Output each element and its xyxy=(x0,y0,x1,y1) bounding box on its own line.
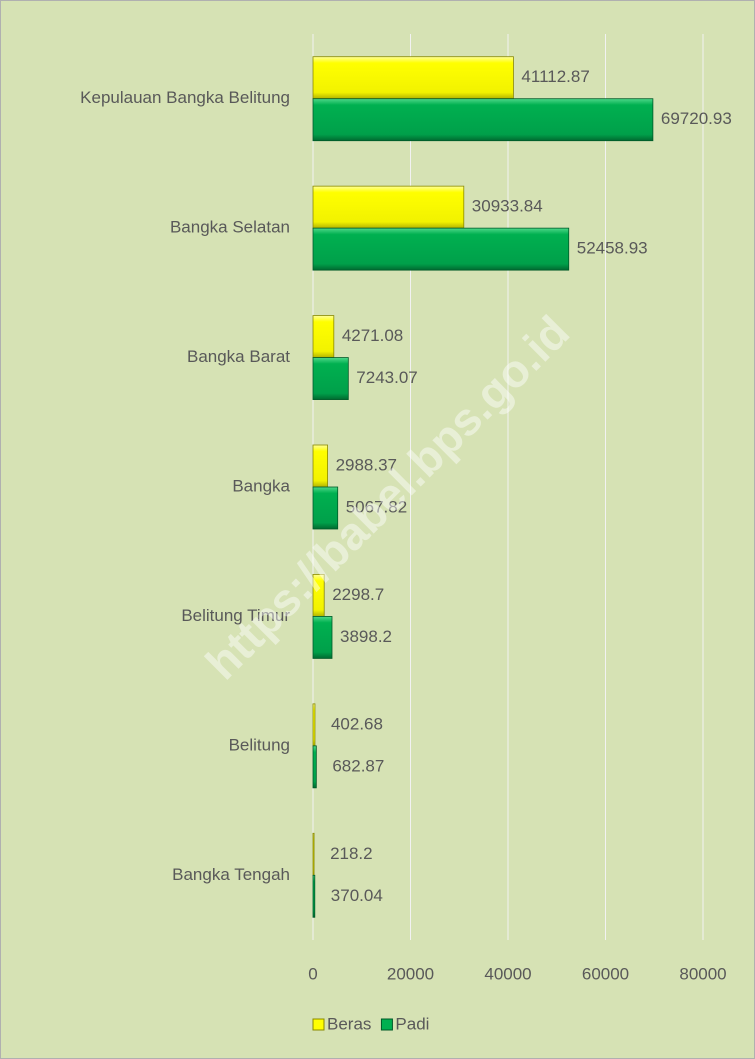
bar xyxy=(312,227,570,271)
x-tick-label: 20000 xyxy=(387,964,434,983)
bar xyxy=(312,444,328,488)
y-tick-label: Bangka Selatan xyxy=(170,218,290,237)
grid xyxy=(312,34,704,940)
y-tick-label: Kepulauan Bangka Belitung xyxy=(80,88,290,107)
legend-label: Padi xyxy=(395,1014,429,1033)
bar xyxy=(312,56,514,100)
y-tick-label: Belitung xyxy=(229,735,290,754)
labels: 0 20000 40000 60000 80000 Kepulauan Bangka Be… xyxy=(80,67,732,1033)
value-label: 69720.93 xyxy=(661,109,732,128)
bar xyxy=(312,874,316,918)
value-label: 30933.84 xyxy=(472,197,543,216)
x-tick-label: 60000 xyxy=(582,964,629,983)
x-tick-label: 40000 xyxy=(484,964,531,983)
legend-swatch xyxy=(380,1018,393,1031)
value-label: 41112.87 xyxy=(521,67,589,86)
value-label: 4271.08 xyxy=(342,326,403,345)
bars xyxy=(312,56,654,918)
bar xyxy=(312,486,339,530)
legend-label: Beras xyxy=(327,1014,371,1033)
value-label: 5067.82 xyxy=(346,497,407,516)
y-tick-label: Bangka xyxy=(232,476,290,495)
bar xyxy=(312,745,317,789)
bar xyxy=(312,832,315,876)
bar xyxy=(312,315,335,358)
value-label: 402.68 xyxy=(331,714,383,733)
bar xyxy=(312,357,349,400)
bar xyxy=(312,703,316,747)
value-label: 52458.93 xyxy=(577,239,648,258)
x-tick-label: 0 xyxy=(308,964,317,983)
value-label: 370.04 xyxy=(331,886,383,905)
y-tick-label: Bangka Tengah xyxy=(172,865,290,884)
y-tick-label: Belitung Timur xyxy=(181,606,290,625)
value-label: 2298.7 xyxy=(332,585,384,604)
bar xyxy=(312,616,333,659)
bar xyxy=(312,98,654,142)
value-label: 7243.07 xyxy=(356,368,417,387)
value-label: 682.87 xyxy=(332,756,384,775)
value-label: 218.2 xyxy=(330,844,373,863)
x-tick-label: 80000 xyxy=(679,964,726,983)
legend-swatch xyxy=(312,1018,325,1031)
bar xyxy=(312,185,465,229)
value-label: 2988.37 xyxy=(336,455,397,474)
y-tick-label: Bangka Barat xyxy=(187,347,290,366)
value-label: 3898.2 xyxy=(340,627,392,646)
